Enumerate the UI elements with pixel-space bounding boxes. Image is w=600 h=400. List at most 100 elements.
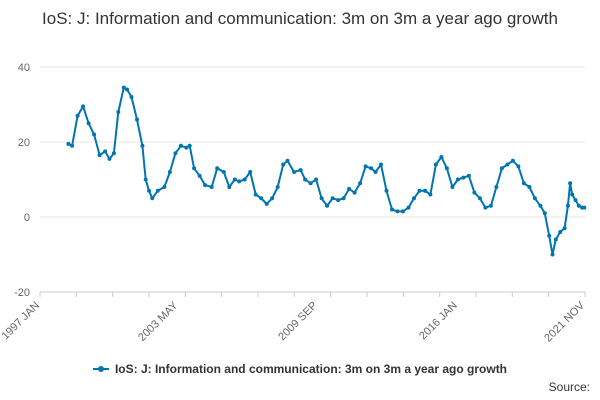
data-point[interactable] — [285, 158, 290, 163]
data-point[interactable] — [406, 205, 411, 210]
data-point[interactable] — [192, 166, 197, 171]
data-point[interactable] — [379, 162, 383, 167]
data-point[interactable] — [107, 156, 112, 161]
data-point[interactable] — [319, 196, 324, 201]
data-point[interactable] — [259, 196, 264, 201]
data-point[interactable] — [341, 196, 346, 201]
data-point[interactable] — [336, 198, 341, 203]
data-point[interactable] — [433, 162, 438, 167]
data-point[interactable] — [86, 121, 91, 126]
data-point[interactable] — [573, 198, 578, 203]
data-point[interactable] — [562, 226, 567, 231]
data-point[interactable] — [81, 104, 86, 109]
data-point[interactable] — [187, 143, 192, 148]
data-point[interactable] — [461, 175, 466, 180]
data-point[interactable] — [373, 170, 378, 174]
data-point[interactable] — [66, 141, 71, 146]
data-point[interactable] — [417, 188, 422, 193]
data-point[interactable] — [325, 203, 330, 208]
data-point[interactable] — [215, 166, 220, 171]
data-point[interactable] — [542, 211, 547, 216]
data-point[interactable] — [558, 230, 563, 234]
data-point[interactable] — [582, 205, 587, 210]
data-point[interactable] — [330, 196, 335, 201]
data-point[interactable] — [450, 185, 455, 189]
data-point[interactable] — [121, 85, 126, 90]
data-point[interactable] — [477, 196, 482, 201]
data-point[interactable] — [70, 143, 75, 148]
data-point[interactable] — [516, 164, 521, 169]
data-point[interactable] — [494, 185, 499, 189]
data-point[interactable] — [275, 185, 280, 189]
data-point[interactable] — [162, 185, 167, 189]
data-point[interactable] — [455, 177, 460, 182]
data-point[interactable] — [384, 188, 389, 193]
data-point[interactable] — [369, 166, 374, 171]
data-point[interactable] — [510, 158, 515, 163]
data-point[interactable] — [565, 203, 570, 208]
data-point[interactable] — [75, 113, 80, 118]
data-point[interactable] — [97, 153, 102, 158]
data-point[interactable] — [488, 203, 493, 208]
data-point[interactable] — [401, 209, 405, 214]
data-point[interactable] — [303, 177, 308, 182]
data-point[interactable] — [472, 190, 477, 195]
data-point[interactable] — [92, 132, 97, 137]
data-point[interactable] — [292, 170, 297, 174]
data-point[interactable] — [103, 149, 108, 154]
data-point[interactable] — [203, 183, 208, 188]
data-point[interactable] — [221, 170, 226, 174]
data-point[interactable] — [129, 95, 134, 99]
data-point[interactable] — [395, 209, 400, 214]
legend[interactable]: IoS: J: Information and communication: 3… — [0, 362, 600, 376]
data-point[interactable] — [532, 196, 537, 201]
data-point[interactable] — [111, 151, 116, 156]
data-point[interactable] — [308, 181, 313, 186]
data-point[interactable] — [412, 196, 416, 201]
data-point[interactable] — [499, 166, 504, 171]
data-point[interactable] — [167, 170, 172, 174]
data-point[interactable] — [527, 185, 532, 189]
data-point[interactable] — [550, 252, 555, 257]
data-point[interactable] — [358, 181, 363, 186]
data-point[interactable] — [428, 192, 433, 197]
data-point[interactable] — [439, 155, 444, 159]
data-point[interactable] — [444, 166, 449, 171]
data-point[interactable] — [270, 196, 275, 201]
data-point[interactable] — [242, 177, 247, 182]
data-point[interactable] — [143, 177, 148, 182]
data-point[interactable] — [553, 237, 558, 242]
data-point[interactable] — [125, 87, 130, 92]
data-point[interactable] — [281, 162, 286, 167]
data-point[interactable] — [576, 203, 581, 208]
data-point[interactable] — [363, 164, 368, 169]
data-point[interactable] — [227, 185, 232, 189]
data-point[interactable] — [116, 110, 121, 114]
data-point[interactable] — [253, 192, 258, 197]
data-point[interactable] — [232, 177, 237, 182]
data-point[interactable] — [135, 117, 139, 122]
data-point[interactable] — [521, 181, 526, 186]
data-point[interactable] — [173, 151, 178, 156]
data-point[interactable] — [568, 181, 573, 186]
data-point[interactable] — [140, 143, 145, 148]
data-point[interactable] — [314, 177, 319, 182]
data-point[interactable] — [184, 145, 189, 150]
data-point[interactable] — [147, 188, 151, 193]
data-point[interactable] — [466, 173, 471, 178]
data-point[interactable] — [538, 203, 543, 208]
data-point[interactable] — [298, 168, 303, 173]
data-point[interactable] — [547, 233, 552, 238]
data-point[interactable] — [483, 205, 488, 210]
data-point[interactable] — [209, 185, 214, 189]
data-point[interactable] — [390, 207, 394, 212]
data-point[interactable] — [197, 173, 202, 178]
data-point[interactable] — [150, 196, 155, 201]
data-point[interactable] — [155, 188, 160, 193]
data-point[interactable] — [248, 170, 253, 174]
data-point[interactable] — [570, 192, 575, 197]
data-point[interactable] — [237, 179, 242, 184]
data-point[interactable] — [178, 143, 183, 148]
data-point[interactable] — [347, 186, 352, 191]
data-point[interactable] — [423, 188, 427, 193]
